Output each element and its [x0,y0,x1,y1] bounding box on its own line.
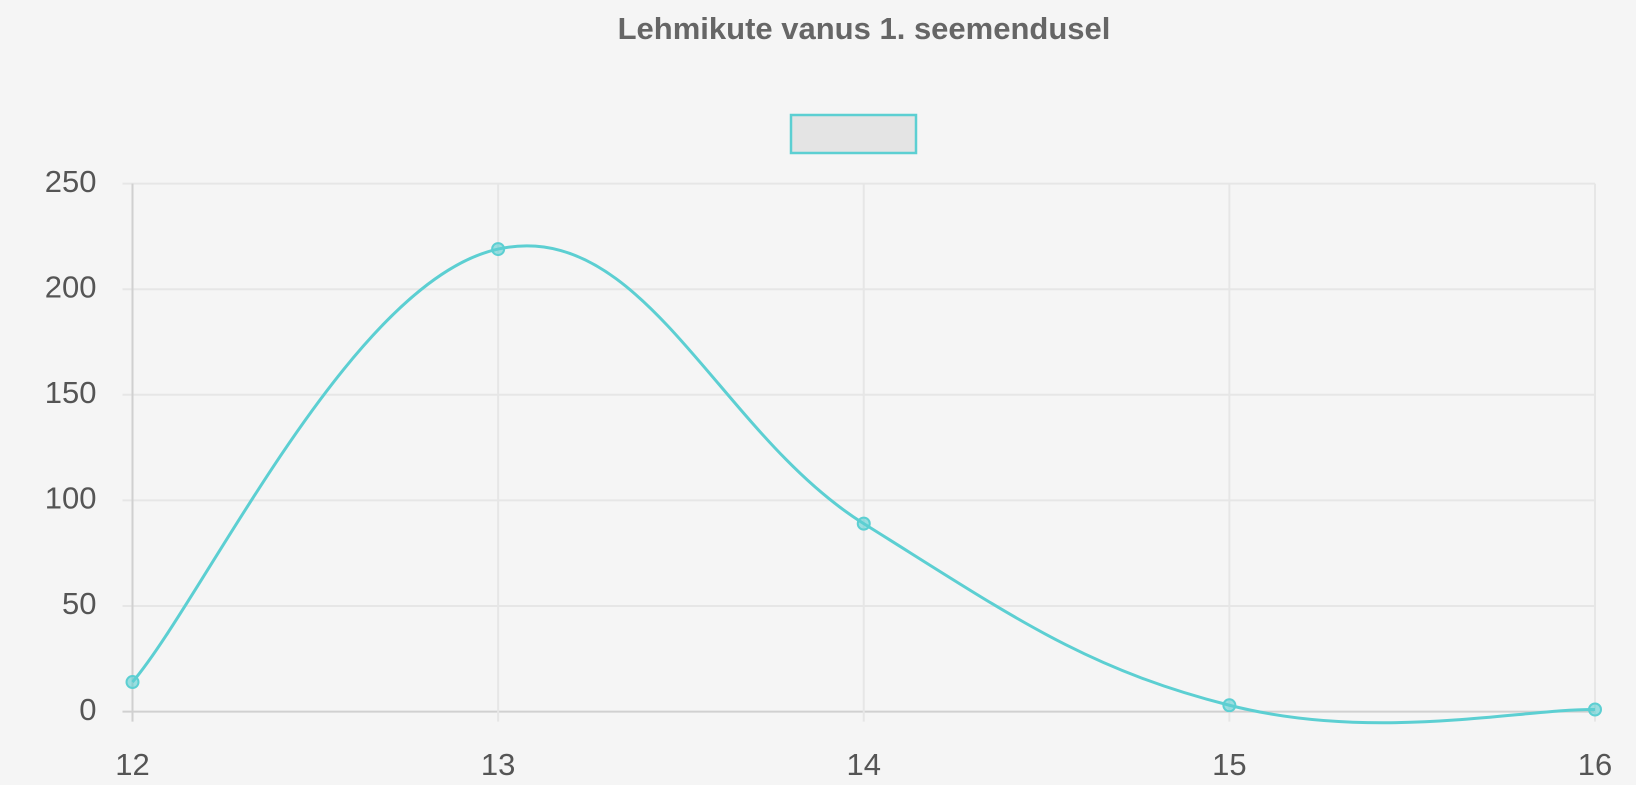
x-tick-label: 14 [847,747,881,782]
x-tick-label: 15 [1212,747,1246,782]
y-tick-label: 100 [45,481,97,516]
point [1588,702,1602,717]
point [491,242,506,257]
y-tick-label: 50 [62,586,96,621]
legend-box [789,113,918,155]
y-tick-label: 0 [79,692,96,727]
line [131,244,1596,725]
x-tick-label: 13 [481,747,515,782]
chart-title: Lehmikute vanus 1. seemendusel [618,11,1111,46]
point [856,516,871,531]
x-tick-label: 16 [1578,747,1612,782]
y-tick-label: 200 [45,269,97,304]
y-tick-label: 250 [45,164,97,199]
x-tick-label: 12 [115,747,149,782]
point [1222,698,1237,713]
point [125,675,140,690]
y-tick-label: 150 [45,375,97,410]
